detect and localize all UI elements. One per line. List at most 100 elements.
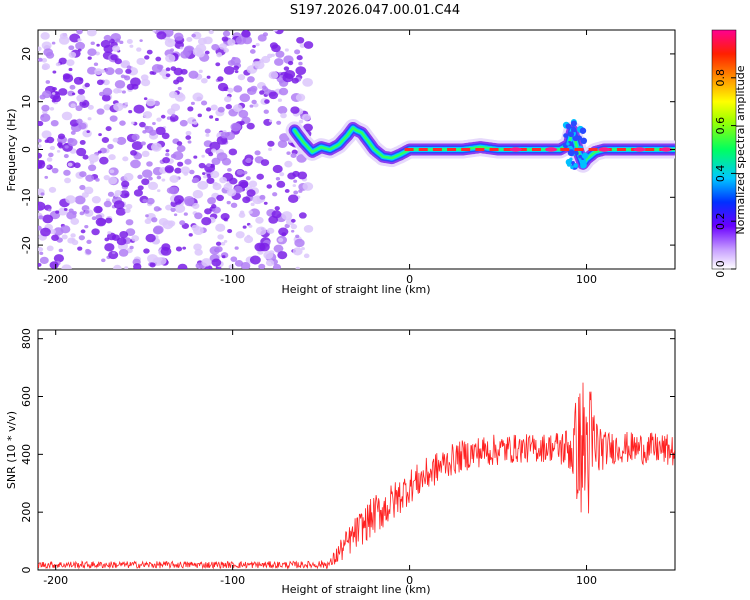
- noise-blob: [277, 106, 288, 115]
- noise-blob: [258, 263, 266, 269]
- noise-blob: [85, 249, 92, 255]
- noise-blob: [56, 150, 61, 153]
- noise-blob: [49, 106, 55, 111]
- noise-blob: [126, 83, 135, 91]
- noise-blob: [89, 160, 95, 165]
- noise-blob: [38, 57, 43, 62]
- colorbar-tick-label: 0.8: [714, 69, 727, 87]
- noise-blob: [188, 233, 193, 237]
- noise-blob: [142, 129, 147, 134]
- noise-blob: [275, 177, 281, 181]
- spectrogram-marks: [38, 30, 675, 269]
- noise-blob: [140, 141, 146, 146]
- noise-blob: [144, 125, 149, 130]
- noise-blob: [272, 164, 283, 174]
- noise-blob: [248, 224, 253, 228]
- noise-blob: [168, 91, 178, 99]
- noise-blob: [165, 204, 173, 211]
- noise-blob: [87, 56, 92, 60]
- noise-blob: [203, 36, 213, 45]
- noise-blob: [234, 70, 239, 74]
- y-tick-label: -20: [20, 236, 33, 254]
- noise-blob: [233, 65, 240, 71]
- colorbar-tick-label: 0.6: [714, 117, 727, 135]
- noise-blob: [247, 76, 255, 83]
- noise-blob: [153, 225, 164, 234]
- noise-blob: [38, 144, 42, 148]
- noise-blob: [66, 59, 75, 67]
- noise-blob: [227, 38, 236, 46]
- noise-blob: [245, 176, 251, 181]
- noise-blob: [67, 137, 74, 144]
- ridge-burst: [581, 152, 589, 159]
- noise-blob: [51, 167, 59, 174]
- noise-blob: [249, 255, 261, 265]
- noise-blob: [255, 216, 264, 224]
- noise-blob: [228, 264, 235, 269]
- snr-xlabel: Height of straight line (km): [281, 583, 430, 596]
- noise-blob: [177, 263, 188, 269]
- noise-blob: [145, 214, 149, 218]
- noise-blob: [194, 212, 203, 220]
- noise-blob: [214, 117, 219, 122]
- noise-blob: [108, 176, 118, 185]
- noise-blob: [235, 36, 247, 45]
- noise-blob: [209, 141, 221, 151]
- noise-blob: [125, 219, 134, 226]
- noise-blob: [172, 151, 184, 161]
- noise-blob: [76, 147, 87, 157]
- noise-blob: [296, 36, 305, 44]
- noise-blob: [38, 225, 42, 231]
- noise-blob: [209, 246, 220, 255]
- snr-axes: -200 -100 0 100 0 200 400 600 800: [20, 328, 675, 587]
- noise-blob: [290, 106, 300, 114]
- noise-blob: [58, 57, 67, 65]
- noise-blob: [101, 94, 111, 102]
- noise-blob: [127, 67, 139, 76]
- noise-blob: [49, 145, 56, 151]
- noise-blob: [108, 154, 116, 161]
- noise-blob: [295, 234, 300, 239]
- noise-blob: [105, 67, 115, 76]
- noise-blob: [40, 113, 51, 122]
- noise-blob: [183, 212, 188, 216]
- noise-blob: [242, 196, 251, 204]
- noise-blob: [191, 224, 200, 231]
- noise-blob: [176, 76, 184, 83]
- noise-blob: [254, 60, 265, 70]
- noise-blob: [187, 106, 194, 112]
- noise-blob: [122, 156, 129, 162]
- noise-blob: [62, 73, 71, 80]
- noise-blob: [137, 185, 144, 191]
- noise-blob: [156, 175, 162, 180]
- noise-blob: [266, 53, 273, 59]
- noise-blob: [223, 239, 228, 243]
- noise-blob: [112, 137, 119, 143]
- noise-blob: [260, 159, 270, 166]
- ridge-burst: [570, 127, 577, 133]
- noise-blob: [103, 104, 112, 111]
- noise-blob: [157, 189, 161, 193]
- y-tick-label: 400: [20, 444, 33, 465]
- noise-blob: [177, 86, 182, 91]
- noise-blob: [103, 175, 110, 181]
- noise-blob: [107, 191, 115, 197]
- ridge-burst: [565, 123, 572, 130]
- noise-blob: [128, 109, 133, 114]
- noise-blob: [222, 30, 231, 37]
- noise-blob: [133, 189, 143, 197]
- noise-blob: [126, 39, 133, 44]
- noise-blob: [164, 165, 175, 173]
- noise-blob: [206, 75, 211, 79]
- noise-blob: [75, 105, 83, 112]
- noise-blob: [220, 241, 226, 246]
- noise-blob: [281, 232, 287, 237]
- noise-blob: [208, 30, 214, 35]
- noise-blob: [87, 164, 97, 172]
- ridge-burst: [570, 120, 577, 127]
- noise-blob: [232, 104, 243, 113]
- noise-blob: [113, 200, 125, 210]
- noise-blob: [227, 167, 232, 172]
- noise-blob: [57, 142, 63, 148]
- noise-blob: [75, 41, 86, 50]
